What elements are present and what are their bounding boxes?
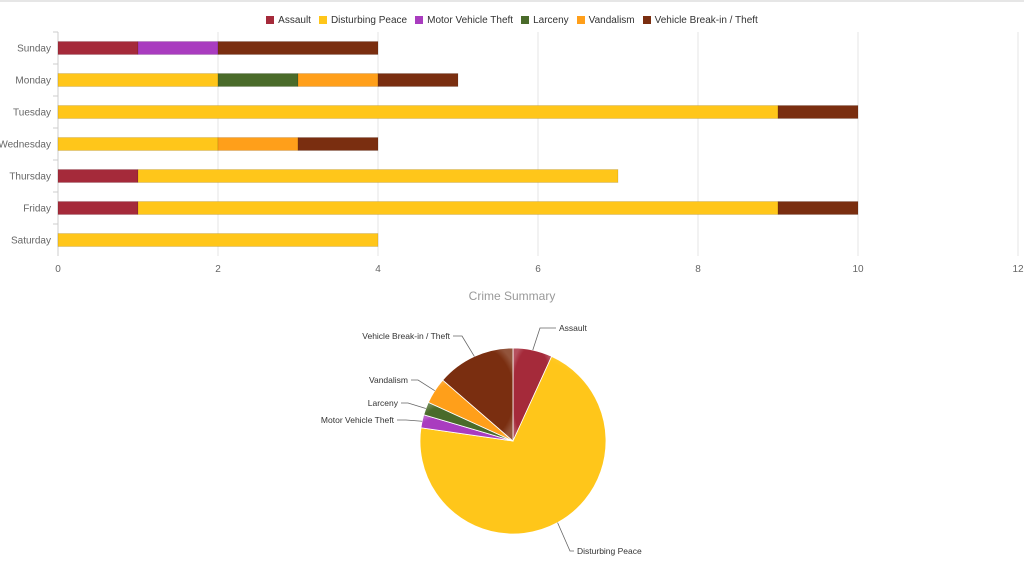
pie-slice-label: Vehicle Break-in / Theft bbox=[362, 331, 450, 341]
x-tick-label: 6 bbox=[535, 264, 541, 275]
x-tick-label: 8 bbox=[695, 264, 701, 275]
bar-segment-disturbing-peace[interactable] bbox=[57, 73, 219, 87]
x-tick-label: 4 bbox=[375, 264, 381, 275]
bar-segment-vehicle-break-in-theft[interactable] bbox=[217, 41, 379, 55]
bar-segment-disturbing-peace[interactable] bbox=[57, 233, 379, 247]
pie-connector-line bbox=[411, 379, 435, 392]
bar-segment-disturbing-peace[interactable] bbox=[57, 137, 219, 151]
stacked-bar-chart: 0 2 4 6 8 10 12 Sunday Monday Tuesday Wednesday Thu… bbox=[0, 31, 1024, 275]
bar-segment-vehicle-break-in-theft[interactable] bbox=[377, 73, 459, 87]
y-category-label: Sunday bbox=[17, 44, 51, 55]
legend-swatch bbox=[642, 16, 651, 24]
pie-connector-line bbox=[532, 327, 556, 351]
pie-chart: Assault Disturbing Peace Motor Vehicle The… bbox=[321, 323, 642, 556]
pie-connector-line bbox=[401, 402, 426, 409]
y-category-label: Friday bbox=[23, 204, 51, 215]
y-category-label: Saturday bbox=[11, 236, 51, 247]
pie-connector-line bbox=[557, 522, 574, 552]
bar-segment-vandalism[interactable] bbox=[217, 137, 299, 151]
pie-chart-title: Crime Summary bbox=[468, 289, 556, 303]
bar-segment-assault[interactable] bbox=[57, 201, 139, 215]
y-category-label: Monday bbox=[15, 76, 51, 87]
bar-segment-disturbing-peace[interactable] bbox=[57, 105, 779, 119]
chart-legend: Assault Disturbing Peace Motor Vehicle The… bbox=[0, 12, 1024, 28]
bar-segment-vandalism[interactable] bbox=[297, 73, 379, 87]
legend-item-vandalism[interactable]: Vandalism bbox=[576, 14, 635, 26]
legend-swatch bbox=[266, 16, 275, 24]
legend-swatch bbox=[318, 16, 327, 24]
bar-segment-assault[interactable] bbox=[57, 169, 139, 183]
y-category-label: Tuesday bbox=[13, 108, 51, 119]
y-category-label: Thursday bbox=[9, 172, 51, 183]
pie-connector-line bbox=[453, 335, 475, 357]
bar-segment-disturbing-peace[interactable] bbox=[137, 169, 619, 183]
bar-segment-larceny[interactable] bbox=[217, 73, 299, 87]
pie-connector-line bbox=[397, 419, 423, 422]
y-category-label: Wednesday bbox=[0, 140, 51, 151]
legend-item-motor-vehicle-theft[interactable]: Motor Vehicle Theft bbox=[415, 15, 513, 26]
x-tick-label: 0 bbox=[55, 264, 61, 275]
bar-segment-motor-vehicle-theft[interactable] bbox=[137, 41, 219, 55]
legend-label: Disturbing Peace bbox=[330, 14, 408, 26]
pie-slice-label: Motor Vehicle Theft bbox=[321, 415, 395, 425]
pie-slice-label: Disturbing Peace bbox=[577, 546, 642, 556]
legend-item-assault[interactable]: Assault bbox=[266, 15, 311, 26]
legend-label: Larceny bbox=[533, 14, 569, 26]
legend-swatch bbox=[415, 16, 424, 24]
bar-segment-assault[interactable] bbox=[57, 41, 139, 55]
pie-slice-label: Larceny bbox=[368, 398, 399, 408]
legend-label: Vehicle Break-in / Theft bbox=[654, 14, 758, 26]
x-tick-label: 12 bbox=[1012, 264, 1024, 275]
bar-segment-vehicle-break-in-theft[interactable] bbox=[777, 201, 859, 215]
pie-slice-label: Assault bbox=[559, 323, 588, 333]
top-divider bbox=[0, 0, 1024, 2]
legend-item-larceny[interactable]: Larceny bbox=[521, 15, 569, 26]
legend-swatch bbox=[576, 16, 585, 24]
legend-item-vehicle-break-in-theft[interactable]: Vehicle Break-in / Theft bbox=[642, 14, 758, 26]
pie-slice-label: Vandalism bbox=[369, 375, 408, 385]
bar-segment-vehicle-break-in-theft[interactable] bbox=[777, 105, 859, 119]
x-tick-label: 2 bbox=[215, 264, 221, 275]
bar-segment-disturbing-peace[interactable] bbox=[137, 201, 779, 215]
legend-label: Assault bbox=[278, 14, 311, 26]
legend-label: Motor Vehicle Theft bbox=[427, 14, 514, 26]
legend-swatch bbox=[521, 16, 530, 24]
legend-item-disturbing-peace[interactable]: Disturbing Peace bbox=[318, 14, 408, 26]
x-tick-label: 10 bbox=[852, 264, 864, 275]
legend-label: Vandalism bbox=[588, 14, 635, 26]
bar-segment-vehicle-break-in-theft[interactable] bbox=[297, 137, 379, 151]
